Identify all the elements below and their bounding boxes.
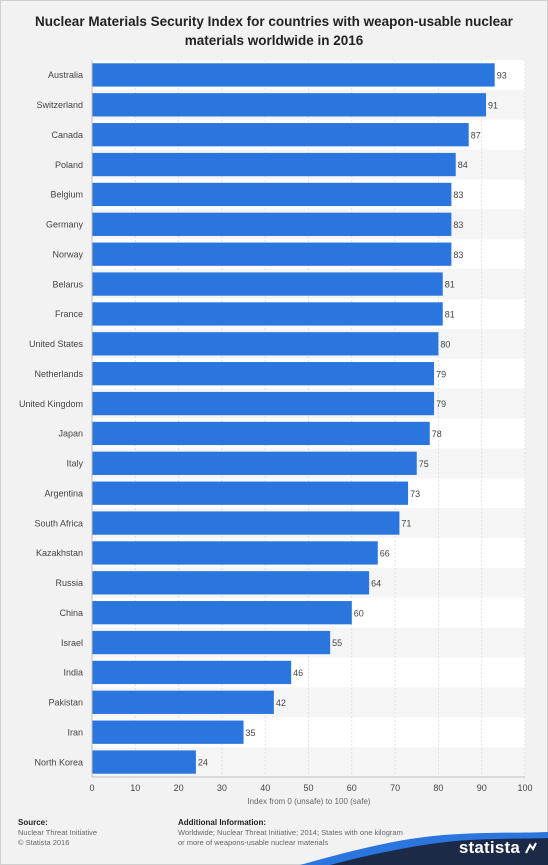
bar	[92, 182, 452, 207]
data-label: 79	[436, 369, 446, 379]
bar	[92, 511, 400, 535]
category-label: Australia	[48, 70, 83, 80]
x-tick-label: 30	[217, 783, 227, 793]
category-label: Israel	[61, 638, 83, 648]
category-label: Iran	[67, 727, 83, 737]
bar	[92, 152, 456, 177]
bar	[92, 123, 469, 147]
category-label: Italy	[66, 459, 83, 469]
bar	[92, 302, 443, 326]
data-label: 55	[332, 638, 342, 648]
x-tick-label: 60	[347, 783, 357, 793]
bar	[92, 571, 370, 595]
bar	[92, 750, 196, 774]
data-label: 71	[401, 519, 411, 529]
category-label: United Kingdom	[19, 399, 83, 409]
data-label: 42	[276, 698, 286, 708]
category-label: China	[59, 608, 83, 618]
data-label: 60	[354, 608, 364, 618]
bar	[92, 332, 439, 356]
category-label: Belgium	[50, 190, 83, 200]
category-label: Switzerland	[36, 100, 83, 110]
data-label: 81	[445, 310, 455, 320]
data-label: 84	[458, 160, 468, 170]
bar	[92, 421, 430, 446]
data-label: 24	[198, 758, 208, 768]
data-label: 64	[371, 578, 381, 588]
statista-logo: statista	[458, 838, 520, 857]
bar	[92, 212, 452, 236]
bar	[92, 93, 487, 117]
data-label: 80	[440, 339, 450, 349]
additional-info-block: Additional Information: Worldwide; Nucle…	[178, 818, 408, 848]
x-tick-label: 90	[477, 783, 487, 793]
x-tick-label: 20	[174, 783, 184, 793]
category-label: Argentina	[44, 488, 83, 498]
bar	[92, 601, 352, 625]
x-tick-label: 100	[517, 783, 532, 793]
data-label: 83	[453, 190, 463, 200]
category-label: Kazakhstan	[36, 548, 83, 558]
category-label: Pakistan	[48, 698, 83, 708]
bar	[92, 272, 443, 296]
source-block: Source: Nuclear Threat Initiative © Stat…	[18, 818, 97, 848]
data-label: 75	[419, 459, 429, 469]
source-heading: Source:	[18, 818, 48, 827]
data-label: 78	[432, 429, 442, 439]
data-label: 83	[453, 250, 463, 260]
data-label: 73	[410, 489, 420, 499]
bar	[92, 660, 292, 685]
data-label: 87	[471, 130, 481, 140]
bar	[92, 391, 435, 416]
bar	[92, 362, 435, 386]
category-label: Netherlands	[34, 369, 83, 379]
x-tick-label: 80	[433, 783, 443, 793]
bar	[92, 690, 274, 714]
data-label: 79	[436, 399, 446, 409]
brand-wave-decoration	[300, 832, 548, 865]
x-tick-label: 0	[89, 783, 94, 793]
x-axis-title: Index from 0 (unsafe) to 100 (safe)	[247, 797, 371, 806]
data-label: 83	[453, 220, 463, 230]
data-label: 91	[488, 100, 498, 110]
copyright-line: © Statista 2016	[18, 838, 70, 847]
data-label: 81	[445, 280, 455, 290]
statista-logo-icon	[525, 842, 537, 854]
x-tick-label: 50	[303, 783, 313, 793]
bar	[92, 720, 244, 744]
data-label: 93	[497, 71, 507, 81]
data-label: 35	[246, 728, 256, 738]
bar	[92, 451, 417, 475]
category-label: India	[63, 668, 83, 678]
source-line: Nuclear Threat Initiative	[18, 828, 98, 837]
data-label: 66	[380, 549, 390, 559]
category-label: United States	[29, 339, 84, 349]
category-label: South Africa	[34, 518, 83, 528]
category-label: Germany	[46, 220, 84, 230]
bar	[92, 541, 378, 565]
category-label: Norway	[52, 249, 83, 259]
category-label: North Korea	[34, 757, 83, 767]
bar	[92, 481, 409, 505]
bar	[92, 630, 331, 655]
x-tick-label: 70	[390, 783, 400, 793]
x-tick-label: 10	[130, 783, 140, 793]
additional-info-heading: Additional Information:	[178, 818, 266, 827]
bar	[92, 242, 452, 266]
category-label: Canada	[51, 130, 83, 140]
bar	[92, 63, 495, 87]
x-tick-label: 40	[260, 783, 270, 793]
chart-title: Nuclear Materials Security Index for cou…	[35, 14, 513, 48]
category-label: Poland	[55, 160, 83, 170]
category-label: France	[55, 309, 83, 319]
data-label: 46	[293, 668, 303, 678]
category-label: Russia	[55, 578, 83, 588]
category-label: Belarus	[52, 279, 83, 289]
category-label: Japan	[58, 429, 83, 439]
additional-info-text: Worldwide; Nuclear Threat Initiative; 20…	[178, 828, 403, 847]
